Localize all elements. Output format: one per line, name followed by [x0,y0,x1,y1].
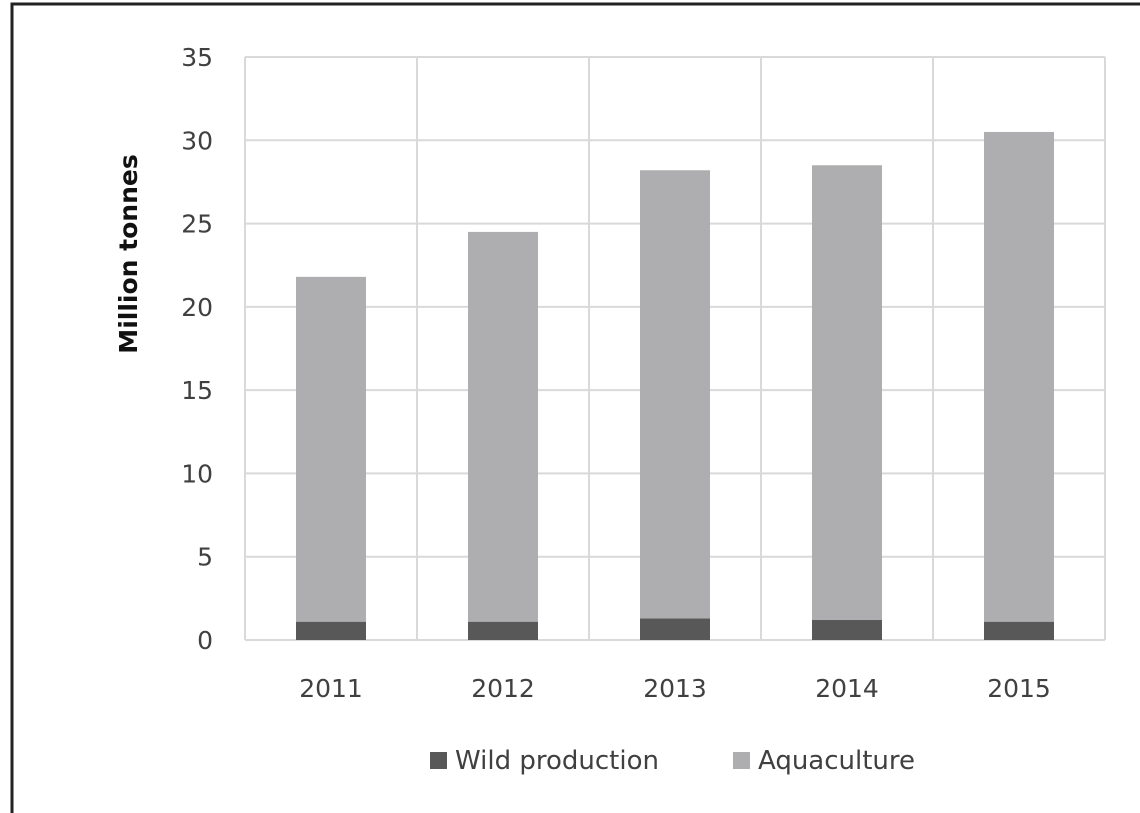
bar-aquaculture-2012 [468,231,538,622]
legend-swatch [733,752,750,769]
bars-group [296,131,1054,640]
bar-wild-production-2012 [468,621,538,640]
y-tick-label: 25 [181,210,213,239]
y-tick-label: 35 [181,43,213,72]
y-axis-label: Million tonnes [114,154,143,353]
y-tick-label: 15 [181,376,213,405]
bar-wild-production-2014 [812,620,882,640]
y-tick-labels: 0 5 10 15 20 25 30 35 [181,43,213,655]
bar-wild-production-2015 [984,621,1054,640]
bar-aquaculture-2013 [640,170,710,619]
legend-label: Aquaculture [758,746,915,776]
x-tick-label: 2015 [987,674,1051,703]
bar-wild-production-2011 [296,621,366,640]
y-tick-label: 30 [181,126,213,155]
legend-swatch [430,752,447,769]
legend: Wild production Aquaculture [430,746,915,776]
x-tick-label: 2012 [471,674,535,703]
bar-wild-production-2013 [640,618,710,640]
x-tick-label: 2014 [815,674,879,703]
y-tick-label: 20 [181,293,213,322]
figure-border [10,2,1140,813]
x-tick-label: 2013 [643,674,707,703]
y-tick-label: 5 [197,543,213,572]
x-tick-labels: 2011 2012 2013 2014 2015 [299,674,1051,703]
legend-label: Wild production [455,746,659,776]
bar-aquaculture-2014 [812,165,882,621]
bar-aquaculture-2015 [984,131,1054,622]
x-tick-label: 2011 [299,674,363,703]
bar-aquaculture-2011 [296,276,366,622]
y-tick-label: 10 [181,459,213,488]
y-tick-label: 0 [197,626,213,655]
